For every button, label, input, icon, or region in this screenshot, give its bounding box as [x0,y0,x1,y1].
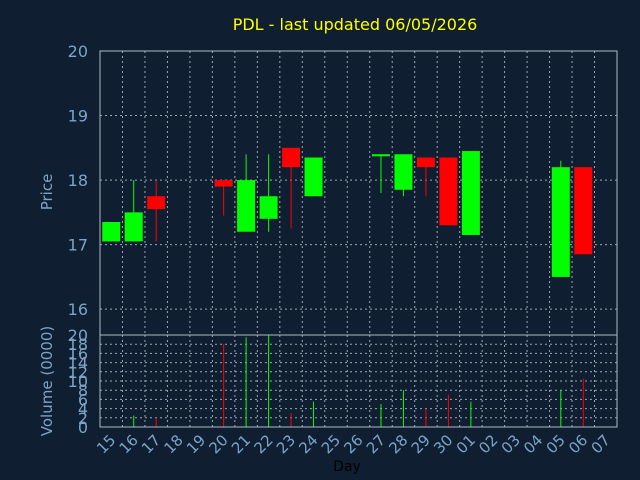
volume-panel: 0246810121416182015161718192021222324252… [68,326,618,457]
x-axis-label: Day [333,459,361,475]
candle-body [259,196,278,219]
price-tick-label: 17 [68,236,88,255]
price-frame [99,50,618,336]
candle-body [394,154,413,190]
candle-body [551,167,570,277]
price-tick-label: 19 [68,107,88,126]
candle-body [416,157,435,168]
volume-tick-label: 16 [68,344,88,363]
candle-body [461,151,480,235]
volume-tick-label: 20 [68,326,88,345]
candle-body [102,222,121,242]
price-panel: 16 17 18 19 20 [68,42,618,336]
volume-tick-label: 14 [68,354,88,373]
candle-body [282,147,301,168]
volume-frame [99,334,618,428]
day-tick-label: 07 [588,431,614,457]
candle-body [124,212,143,242]
volume-tick-label: 12 [68,363,88,382]
volume-axis-label: Volume (0000) [38,326,56,436]
price-tick-label: 20 [68,42,88,61]
volume-tick-label: 0 [78,418,88,437]
price-axis-label: Price [38,174,56,211]
chart-title: PDL - last updated 06/05/2026 [233,15,478,34]
candle-body [439,157,458,226]
volume-tick-label: 4 [78,400,88,419]
volume-tick-label: 2 [78,409,88,428]
candle-body [371,154,390,157]
candle-body [147,196,166,210]
candle-body [237,180,256,232]
volume-tick-label: 8 [78,381,88,400]
price-tick-label: 18 [68,171,88,190]
candle-body [304,157,323,197]
volume-tick-label: 18 [68,335,88,354]
candle-body [574,167,593,255]
volume-tick-label: 10 [68,372,88,391]
volume-tick-label: 6 [78,390,88,409]
price-tick-label: 16 [68,300,88,319]
candle-body [214,180,233,187]
